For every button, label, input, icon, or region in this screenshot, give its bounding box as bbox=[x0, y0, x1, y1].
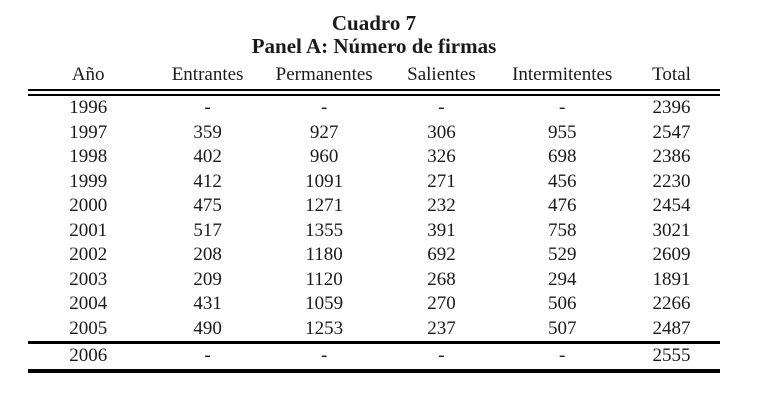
column-header-entrantes: Entrantes bbox=[148, 58, 267, 96]
value-cell: 955 bbox=[547, 121, 577, 143]
value-cell: 2230 bbox=[652, 170, 691, 192]
value-cell: - bbox=[204, 97, 211, 118]
table-row: 2001 517 1355 391 758 3021 bbox=[28, 219, 720, 244]
value-cell: 517 bbox=[193, 219, 222, 241]
value-cell: 490 bbox=[193, 317, 222, 339]
value-cell: 2396 bbox=[652, 97, 691, 118]
value-cell: 927 bbox=[309, 121, 339, 143]
table-header: Año Entrantes Permanentes Salientes Intermit… bbox=[28, 58, 720, 96]
value-cell: 1180 bbox=[305, 244, 343, 265]
value-cell: 306 bbox=[427, 121, 456, 143]
table-row: 2006- - - -2555 bbox=[28, 341, 720, 373]
value-cell: 2555 bbox=[623, 341, 720, 373]
firms-table: Año Entrantes Permanentes Salientes Intermit… bbox=[28, 58, 720, 373]
title-block: Cuadro 7 Panel A: Número de firmas bbox=[28, 12, 720, 58]
table-footer: 2006- - - -2555 bbox=[28, 341, 720, 373]
value-cell: 1059 bbox=[305, 293, 344, 314]
table-title: Cuadro 7 bbox=[331, 11, 417, 35]
column-header-permanentes: Permanentes bbox=[266, 58, 382, 96]
value-cell: 698 bbox=[547, 146, 577, 167]
header-row: Año Entrantes Permanentes Salientes Intermit… bbox=[28, 58, 720, 96]
year-cell: 2000 bbox=[69, 195, 108, 216]
table-row: 1999 412 1091 271 456 2230 bbox=[28, 170, 720, 195]
value-cell: - bbox=[381, 341, 502, 373]
year-cell: 1999 bbox=[69, 170, 108, 192]
value-cell: 431 bbox=[193, 293, 222, 314]
value-cell: 2487 bbox=[652, 317, 691, 339]
value-cell: 1355 bbox=[305, 219, 344, 241]
value-cell: 758 bbox=[547, 219, 577, 241]
year-cell: 2001 bbox=[69, 219, 108, 241]
table-row: 2005 490 1253 237 507 2487 bbox=[28, 317, 720, 343]
table-body: 1996 - - - - 2396 1997 359 927 306 955 2547 1998 402 9… bbox=[28, 93, 720, 343]
value-cell: 476 bbox=[547, 195, 577, 216]
value-cell: 268 bbox=[427, 268, 456, 290]
value-cell: 456 bbox=[547, 170, 577, 192]
table-row: 1997 359 927 306 955 2547 bbox=[28, 121, 720, 146]
value-cell: 359 bbox=[193, 121, 222, 143]
value-cell: 1271 bbox=[305, 195, 344, 216]
table-row: 2003 209 1120 268 294 1891 bbox=[28, 268, 720, 293]
table-row: 1996 - - - - 2396 bbox=[28, 93, 720, 121]
table-subtitle: Panel A: Número de firmas bbox=[251, 34, 497, 58]
value-cell: 209 bbox=[193, 268, 222, 290]
value-cell: 326 bbox=[427, 146, 456, 167]
year-cell: 2004 bbox=[69, 293, 108, 314]
year-cell: 2005 bbox=[69, 317, 108, 339]
value-cell: 1120 bbox=[305, 268, 343, 290]
value-cell: 270 bbox=[427, 293, 456, 314]
value-cell: 2454 bbox=[652, 195, 691, 216]
value-cell: - bbox=[148, 341, 267, 373]
value-cell: 529 bbox=[547, 244, 577, 265]
value-cell: - bbox=[321, 97, 328, 118]
value-cell: 2609 bbox=[652, 244, 691, 265]
year-cell: 2002 bbox=[69, 244, 108, 265]
column-header-total: Total bbox=[623, 58, 720, 96]
value-cell: 1091 bbox=[305, 170, 344, 192]
value-cell: 208 bbox=[193, 244, 222, 265]
value-cell: - bbox=[501, 341, 624, 373]
year-cell: 1998 bbox=[69, 146, 108, 167]
value-cell: 271 bbox=[427, 170, 456, 192]
value-cell: 402 bbox=[193, 146, 222, 167]
value-cell: 3021 bbox=[652, 219, 691, 241]
column-header-salientes: Salientes bbox=[381, 58, 502, 96]
column-header-ano: Año bbox=[28, 58, 149, 96]
value-cell: 412 bbox=[193, 170, 222, 192]
value-cell: 391 bbox=[427, 219, 456, 241]
year-cell: 2003 bbox=[69, 268, 108, 290]
document-page: Cuadro 7 Panel A: Número de firmas Año En… bbox=[28, 12, 720, 373]
table-row: 2002 208 1180 692 529 2609 bbox=[28, 243, 720, 268]
year-cell: 1996 bbox=[69, 97, 108, 118]
table-row: 2000 475 1271 232 476 2454 bbox=[28, 194, 720, 219]
value-cell: 1891 bbox=[652, 268, 691, 290]
value-cell: 692 bbox=[427, 244, 456, 265]
value-cell: - bbox=[266, 341, 382, 373]
value-cell: 2386 bbox=[652, 146, 691, 167]
value-cell: 2266 bbox=[652, 293, 691, 314]
table-row: 1998 402 960 326 698 2386 bbox=[28, 145, 720, 170]
column-header-intermitentes: Intermitentes bbox=[501, 58, 624, 96]
value-cell: 507 bbox=[547, 317, 577, 339]
value-cell: - bbox=[559, 97, 566, 118]
value-cell: 294 bbox=[547, 268, 577, 290]
year-cell: 1997 bbox=[69, 121, 108, 143]
value-cell: 960 bbox=[309, 146, 339, 167]
value-cell: 237 bbox=[427, 317, 456, 339]
value-cell: 2547 bbox=[652, 121, 691, 143]
value-cell: 506 bbox=[547, 293, 577, 314]
year-cell: 2006 bbox=[28, 341, 149, 373]
value-cell: 232 bbox=[427, 195, 456, 216]
value-cell: 475 bbox=[193, 195, 222, 216]
value-cell: 1253 bbox=[305, 317, 344, 339]
value-cell: - bbox=[438, 97, 445, 118]
table-row: 2004 431 1059 270 506 2266 bbox=[28, 292, 720, 317]
